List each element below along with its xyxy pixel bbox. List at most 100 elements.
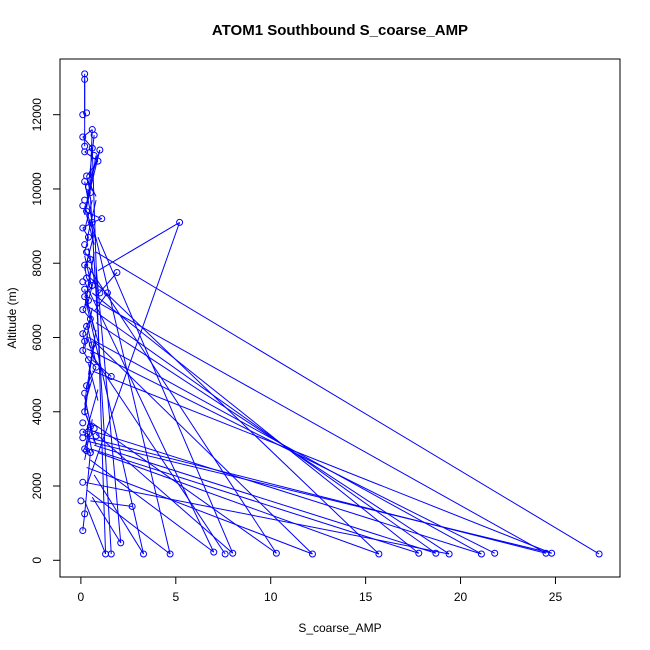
series-line-segment xyxy=(92,370,552,554)
series-line-segment xyxy=(91,359,112,377)
data-point xyxy=(81,408,89,416)
series-line-segment xyxy=(86,489,171,555)
data-point xyxy=(88,144,96,152)
data-point xyxy=(83,382,91,390)
data-point xyxy=(107,372,115,380)
data-point xyxy=(548,549,556,557)
data-point xyxy=(79,330,87,338)
data-point xyxy=(83,109,91,117)
series-line-segment xyxy=(94,444,437,554)
series-line-segment xyxy=(91,292,420,554)
series-line-segment xyxy=(86,303,145,555)
data-point xyxy=(79,478,87,486)
series-line-segment xyxy=(91,496,122,544)
x-axis: 0 5 10 15 20 25 xyxy=(78,576,563,604)
data-point xyxy=(113,269,121,277)
data-point xyxy=(79,278,87,286)
series-line-segment xyxy=(84,255,93,290)
series-line-segment xyxy=(84,251,91,260)
series-line-segment xyxy=(90,459,215,553)
data-point xyxy=(81,241,89,249)
series-line-segment xyxy=(84,170,93,216)
data-point xyxy=(79,306,87,314)
data-point xyxy=(96,146,104,154)
series-points xyxy=(77,70,603,558)
data-point xyxy=(77,497,85,505)
y-axis-label: Altitude (m) xyxy=(5,287,19,348)
series-line-segment xyxy=(82,129,93,138)
data-point xyxy=(81,75,89,83)
series-line-segment xyxy=(90,429,482,555)
data-point xyxy=(117,539,125,547)
data-point xyxy=(415,549,423,557)
series-line-segment xyxy=(84,500,107,555)
series-line-segment xyxy=(95,251,600,555)
series-line-segment xyxy=(82,350,89,361)
series-line-segment xyxy=(97,221,180,272)
y-tick-label: 10000 xyxy=(30,172,44,206)
series-line-segment xyxy=(84,378,93,405)
y-tick-label: 6000 xyxy=(30,324,44,351)
chart-title: ATOM1 Southbound S_coarse_AMP xyxy=(212,22,468,39)
data-point xyxy=(432,549,440,557)
data-point xyxy=(81,285,89,293)
y-tick-label: 8000 xyxy=(30,250,44,277)
y-tick-label: 12000 xyxy=(30,98,44,132)
data-point xyxy=(92,432,100,440)
series-line-segment xyxy=(97,237,234,554)
data-point xyxy=(140,550,148,558)
data-point xyxy=(81,510,89,518)
data-point xyxy=(94,157,102,165)
data-point xyxy=(477,550,485,558)
series-line-segment xyxy=(95,322,450,555)
series-line-segment xyxy=(84,303,437,554)
series-line-segment xyxy=(95,266,122,543)
data-point xyxy=(83,248,91,256)
data-point xyxy=(86,423,94,431)
plot-frame xyxy=(59,58,621,578)
data-point xyxy=(83,322,91,330)
y-tick-label: 4000 xyxy=(30,398,44,425)
data-point xyxy=(79,346,87,354)
series-line-segment xyxy=(91,422,277,554)
data-point xyxy=(86,449,94,457)
data-point xyxy=(272,549,280,557)
series-line-segment xyxy=(82,333,86,342)
data-point xyxy=(221,550,229,558)
data-point xyxy=(308,550,316,558)
series-line-segment xyxy=(89,196,112,555)
series-line-segment xyxy=(86,466,313,555)
data-point xyxy=(79,202,87,210)
series-line-segment xyxy=(86,348,495,554)
x-tick-label: 25 xyxy=(549,590,563,604)
series-connection-lines xyxy=(82,73,600,555)
data-point xyxy=(83,274,91,282)
x-tick-label: 0 xyxy=(78,590,85,604)
data-point xyxy=(229,549,237,557)
data-point xyxy=(84,356,92,364)
data-point xyxy=(83,447,91,455)
series-line-segment xyxy=(84,265,88,279)
data-point xyxy=(79,434,87,442)
series-line-segment xyxy=(91,222,171,555)
data-point xyxy=(84,430,92,438)
y-tick-label: 0 xyxy=(30,557,44,564)
data-point xyxy=(375,550,383,558)
x-tick-label: 10 xyxy=(264,590,278,604)
series-line-segment xyxy=(88,437,547,554)
series-line-segment xyxy=(90,448,419,554)
data-point xyxy=(84,296,92,304)
data-point xyxy=(90,131,98,139)
series-line-segment xyxy=(88,337,482,555)
data-point xyxy=(86,189,94,197)
data-point xyxy=(90,424,98,432)
x-tick-label: 15 xyxy=(359,590,373,604)
data-point xyxy=(210,548,218,556)
data-point xyxy=(79,527,87,535)
series-line-segment xyxy=(88,440,552,554)
series-line-segment xyxy=(86,274,380,555)
data-point xyxy=(128,502,136,510)
series-line-segment xyxy=(93,292,108,312)
data-point xyxy=(445,550,453,558)
